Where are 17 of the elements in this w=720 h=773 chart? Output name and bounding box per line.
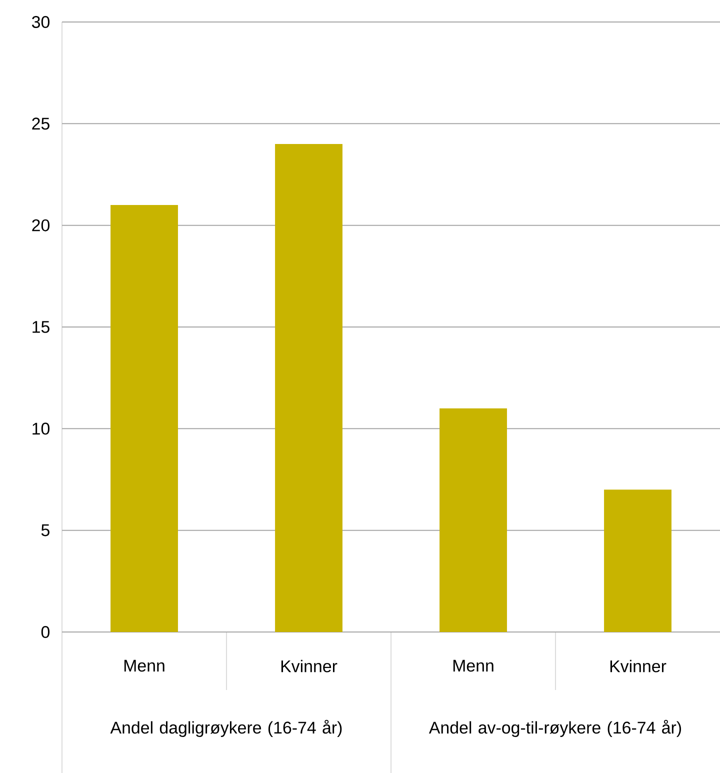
- text: Andel av-og-til-røykere (16-74 år): [428, 720, 681, 738]
- bar: [110, 204, 178, 632]
- y-tick-label: 10: [32, 422, 50, 435]
- bar: [275, 144, 342, 632]
- y-tick-label: 30: [32, 16, 50, 28]
- y-tick-label: 25: [32, 118, 50, 130]
- bar: [604, 490, 672, 632]
- bar: [440, 408, 507, 632]
- x-tick-label: Kvinner: [281, 660, 338, 672]
- y-tick-label: 0: [41, 626, 50, 638]
- x-tick-label: Menn: [453, 660, 494, 672]
- y-tick-label: 20: [32, 219, 50, 232]
- x-tick-label: Menn: [124, 660, 164, 672]
- y-tick-label: 5: [41, 524, 50, 536]
- y-tick-label: 15: [32, 321, 50, 333]
- x-tick-label: Kvinner: [610, 660, 666, 672]
- text: Andel dagligrøykere (16-74 år): [110, 720, 342, 738]
